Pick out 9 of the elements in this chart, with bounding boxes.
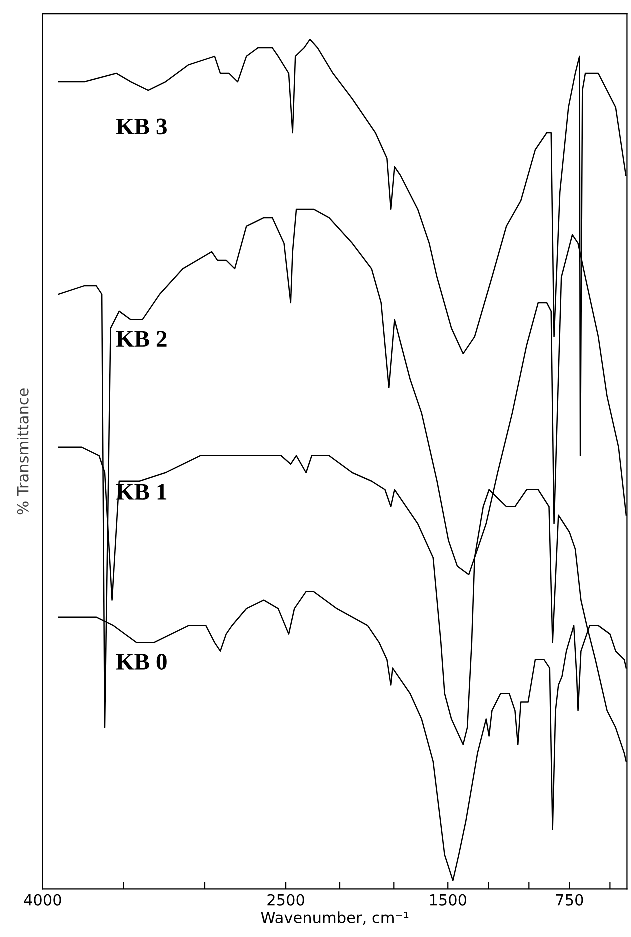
series-label: KB 2 <box>116 331 167 347</box>
series-label: KB 0 <box>116 654 167 670</box>
x-tick-label: 2500 <box>268 894 304 906</box>
x-tick-label: 750 <box>556 894 584 906</box>
y-axis-title: % Transmittance <box>17 388 29 515</box>
x-tick-label: 4000 <box>24 894 62 906</box>
x-axis-title: Wavenumber, cm⁻¹ <box>261 912 409 926</box>
series-label: KB 3 <box>116 118 167 135</box>
x-tick-label: 1500 <box>430 894 467 906</box>
